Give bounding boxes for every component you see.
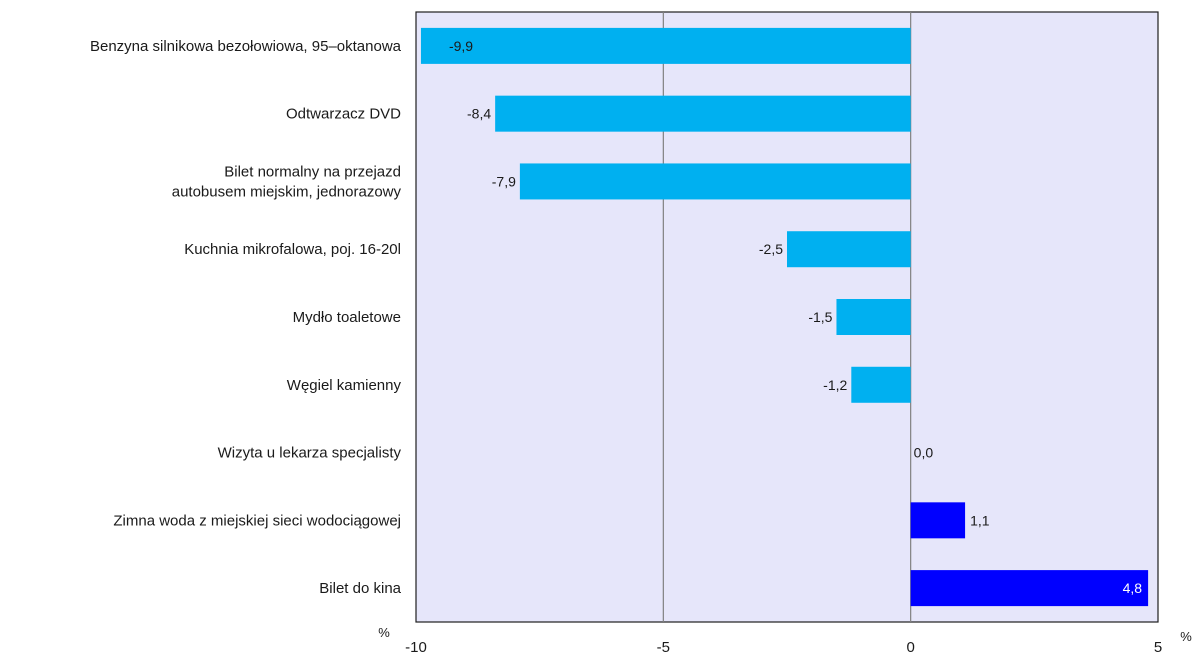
category-label-0: Benzyna silnikowa bezołowiowa, 95–oktano… [90,38,402,55]
category-label-2: Bilet normalny na przejazd autobusem miej… [172,163,402,200]
x-tick-label-1: -5 [657,639,670,655]
bar-5 [851,366,911,403]
category-label-3: Kuchnia mikrofalowa, poj. 16-20l [184,241,401,258]
category-label-5: Węgiel kamienny [287,377,402,394]
data-label-6: 0,0 [914,445,934,461]
data-label-3: -2,5 [759,241,783,257]
x-axis-ticks: -10 -5 0 5%% [378,625,1192,656]
bar-4 [836,299,911,335]
bars [420,27,1149,607]
x-tick-label-3: 5 [1154,639,1162,655]
category-label-8: Bilet do kina [319,580,401,597]
category-label-6: Wizyta u lekarza specjalisty [218,445,402,462]
bar-1 [495,95,911,132]
data-label-5: -1,2 [823,377,847,393]
unit-label-right: % [1180,629,1192,644]
x-tick-label-0: -10 [405,639,427,655]
data-label-8: 4,8 [1123,580,1143,596]
bar-7 [910,502,966,539]
data-label-7: 1,1 [970,512,990,528]
category-label-7: Zimna woda z miejskiej sieci wodociągowe… [113,512,401,529]
category-label-1: Odtwarzacz DVD [286,106,401,123]
category-label-4: Mydło toaletowe [293,309,401,326]
data-label-1: -8,4 [467,106,491,122]
category-labels: Benzyna silnikowa bezołowiowa, 95–oktano… [90,38,402,597]
data-label-4: -1,5 [808,309,832,325]
unit-label-left: % [378,625,390,640]
bar-0 [420,27,911,64]
data-label-2: -7,9 [492,173,516,189]
bar-3 [787,231,911,268]
x-tick-label-2: 0 [906,639,914,655]
data-labels: -9,9 -8,4 -7,9 -2,5 -1,5 -1,2 0,0 1,1 4,8 [449,38,1142,596]
bar-2 [519,163,911,200]
bar-8 [910,570,1149,607]
data-label-0: -9,9 [449,38,473,54]
